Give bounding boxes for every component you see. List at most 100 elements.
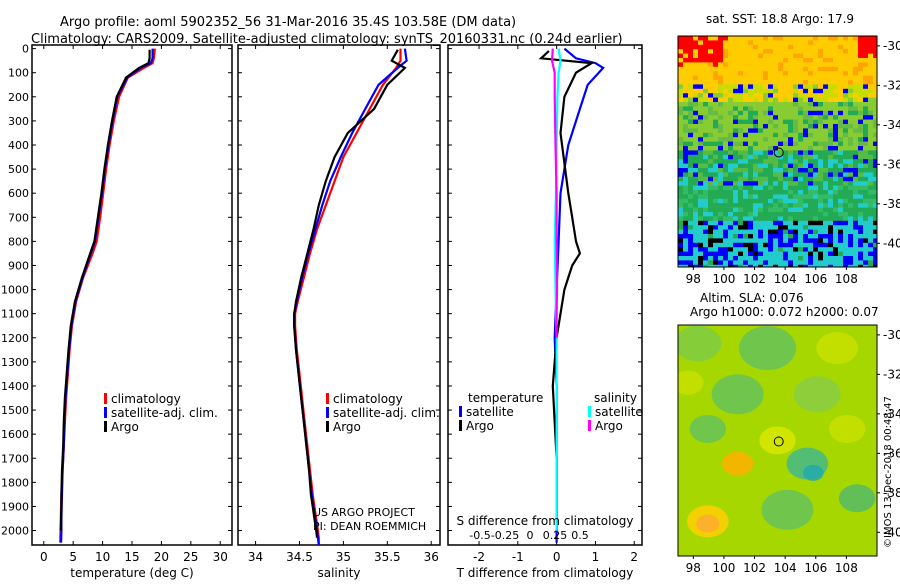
x-tick-label: 5: [69, 550, 77, 564]
depth-tick-label: 1200: [1, 332, 29, 345]
depth-tick-label: 800: [8, 235, 29, 248]
salinity-xlabel: salinity: [317, 566, 360, 580]
top-x-tick-label: 0: [527, 529, 534, 542]
map-x-tick-label: 104: [774, 272, 797, 286]
legend-label: climatology: [333, 392, 403, 406]
salinity-frame: [237, 44, 441, 546]
differences-xlabel: T difference from climatology: [456, 566, 634, 580]
sla-map-title-2: Argo h1000: 0.072 h2000: 0.07: [690, 305, 879, 319]
legend-swatch: [104, 421, 107, 432]
series-argo: [293, 49, 407, 538]
series-climatology: [294, 48, 402, 545]
depth-tick-label: 300: [8, 115, 29, 128]
map-y-tick-label: -38: [883, 197, 900, 211]
map-y-tick-label: -32: [883, 367, 900, 381]
legend-swatch: [104, 407, 107, 418]
legend-swatch: [326, 421, 329, 432]
temperature-xlabel: temperature (deg C): [70, 566, 193, 580]
x-tick-label: 20: [154, 550, 169, 564]
map-x-tick-label: 106: [804, 561, 827, 575]
x-tick-label: 15: [124, 550, 139, 564]
legend-swatch: [459, 406, 462, 417]
sla-map-title-1: Altim. SLA: 0.076: [700, 291, 804, 305]
credit-line-1: US ARGO PROJECT: [313, 506, 415, 519]
depth-tick-label: 700: [8, 211, 29, 224]
depth-tick-label: 500: [8, 163, 29, 176]
map-y-tick-label: -38: [883, 486, 900, 500]
x-tick-label: 35: [336, 550, 351, 564]
depth-tick-label: 1300: [1, 356, 29, 369]
depth-tick-label: 1800: [1, 476, 29, 489]
x-tick-label: 10: [95, 550, 110, 564]
temperature-panel: 0100200300400500600700800900100011001200…: [1, 43, 233, 580]
sst_map-frame: [677, 35, 878, 268]
map-x-tick-label: 98: [686, 272, 701, 286]
legend-label: satellite: [595, 405, 643, 419]
sla_map-frame: [677, 324, 878, 557]
map-y-tick-label: -34: [883, 407, 900, 421]
x-tick-label: 2: [630, 550, 638, 564]
map-y-tick-label: -32: [883, 78, 900, 92]
top-x-tick-label: 0.5: [571, 529, 589, 542]
series-s-argo: [550, 48, 559, 338]
x-tick-label: -2: [473, 550, 485, 564]
differences-frame: [447, 44, 643, 546]
x-tick-label: 34: [248, 550, 263, 564]
legend-swatch: [104, 393, 107, 404]
legend-label: climatology: [111, 392, 181, 406]
map-x-tick-label: 98: [686, 561, 701, 575]
map-y-tick-label: -36: [883, 157, 900, 171]
legend-label: Argo: [595, 419, 623, 433]
map-x-tick-label: 102: [743, 272, 766, 286]
depth-tick-label: 1400: [1, 380, 29, 393]
depth-tick-label: 2000: [1, 525, 29, 538]
depth-tick-label: 1500: [1, 404, 29, 417]
depth-tick-label: 400: [8, 139, 29, 152]
x-tick-label: 1: [592, 550, 600, 564]
series-climatology: [59, 48, 156, 543]
legend-title-temperature: temperature: [468, 391, 543, 405]
legend-label: Argo: [466, 419, 494, 433]
top-x-tick-label: 0.25: [543, 529, 568, 542]
legend-swatch: [588, 420, 591, 431]
sst-map-title: sat. SST: 18.8 Argo: 17.9: [706, 12, 854, 26]
top-xlabel: S difference from climatology: [457, 514, 634, 528]
x-tick-label: 35.5: [374, 550, 401, 564]
depth-tick-label: 1900: [1, 500, 29, 513]
map-y-tick-label: -30: [883, 39, 900, 53]
x-tick-label: 36: [424, 550, 439, 564]
x-tick-label: 0: [553, 550, 561, 564]
map-y-tick-label: -30: [883, 328, 900, 342]
legend-label: Argo: [111, 420, 139, 434]
series-satellite-adj-clim-: [60, 48, 154, 543]
legend-label: Argo: [333, 420, 361, 434]
depth-tick-label: 200: [8, 91, 29, 104]
map-x-tick-label: 108: [835, 561, 858, 575]
sst_map-cells: [678, 36, 877, 267]
top-x-tick-label: -0.25: [491, 529, 519, 542]
top-x-tick-label: -0.5: [469, 529, 490, 542]
legend-swatch: [326, 407, 329, 418]
x-tick-label: 25: [183, 550, 198, 564]
x-tick-label: 34.5: [286, 550, 313, 564]
salinity-panel: 34 34.5 35 35.5 36 salinity climatologysatelli…: [237, 44, 441, 580]
legend-label: satellite-adj. clim.: [333, 406, 440, 420]
credit-line-2: PI: DEAN ROEMMICH: [313, 520, 426, 533]
series-argo: [59, 49, 151, 531]
depth-tick-label: 1100: [1, 308, 29, 321]
legend-swatch: [459, 420, 462, 431]
argo-location-marker: [773, 436, 784, 447]
x-tick-label: 0: [40, 550, 48, 564]
depth-tick-label: 600: [8, 187, 29, 200]
x-tick-label: 30: [213, 550, 228, 564]
sst-map-panel: sat. SST: 18.8 Argo: 17.9 98 100 102 104 106 1…: [677, 12, 900, 286]
depth-tick-label: 100: [8, 67, 29, 80]
map-y-tick-label: -40: [883, 525, 900, 539]
depth-tick-label: 0: [22, 43, 29, 56]
map-x-tick-label: 108: [835, 272, 858, 286]
legend-label: satellite-adj. clim.: [111, 406, 218, 420]
depth-tick-label: 900: [8, 259, 29, 272]
